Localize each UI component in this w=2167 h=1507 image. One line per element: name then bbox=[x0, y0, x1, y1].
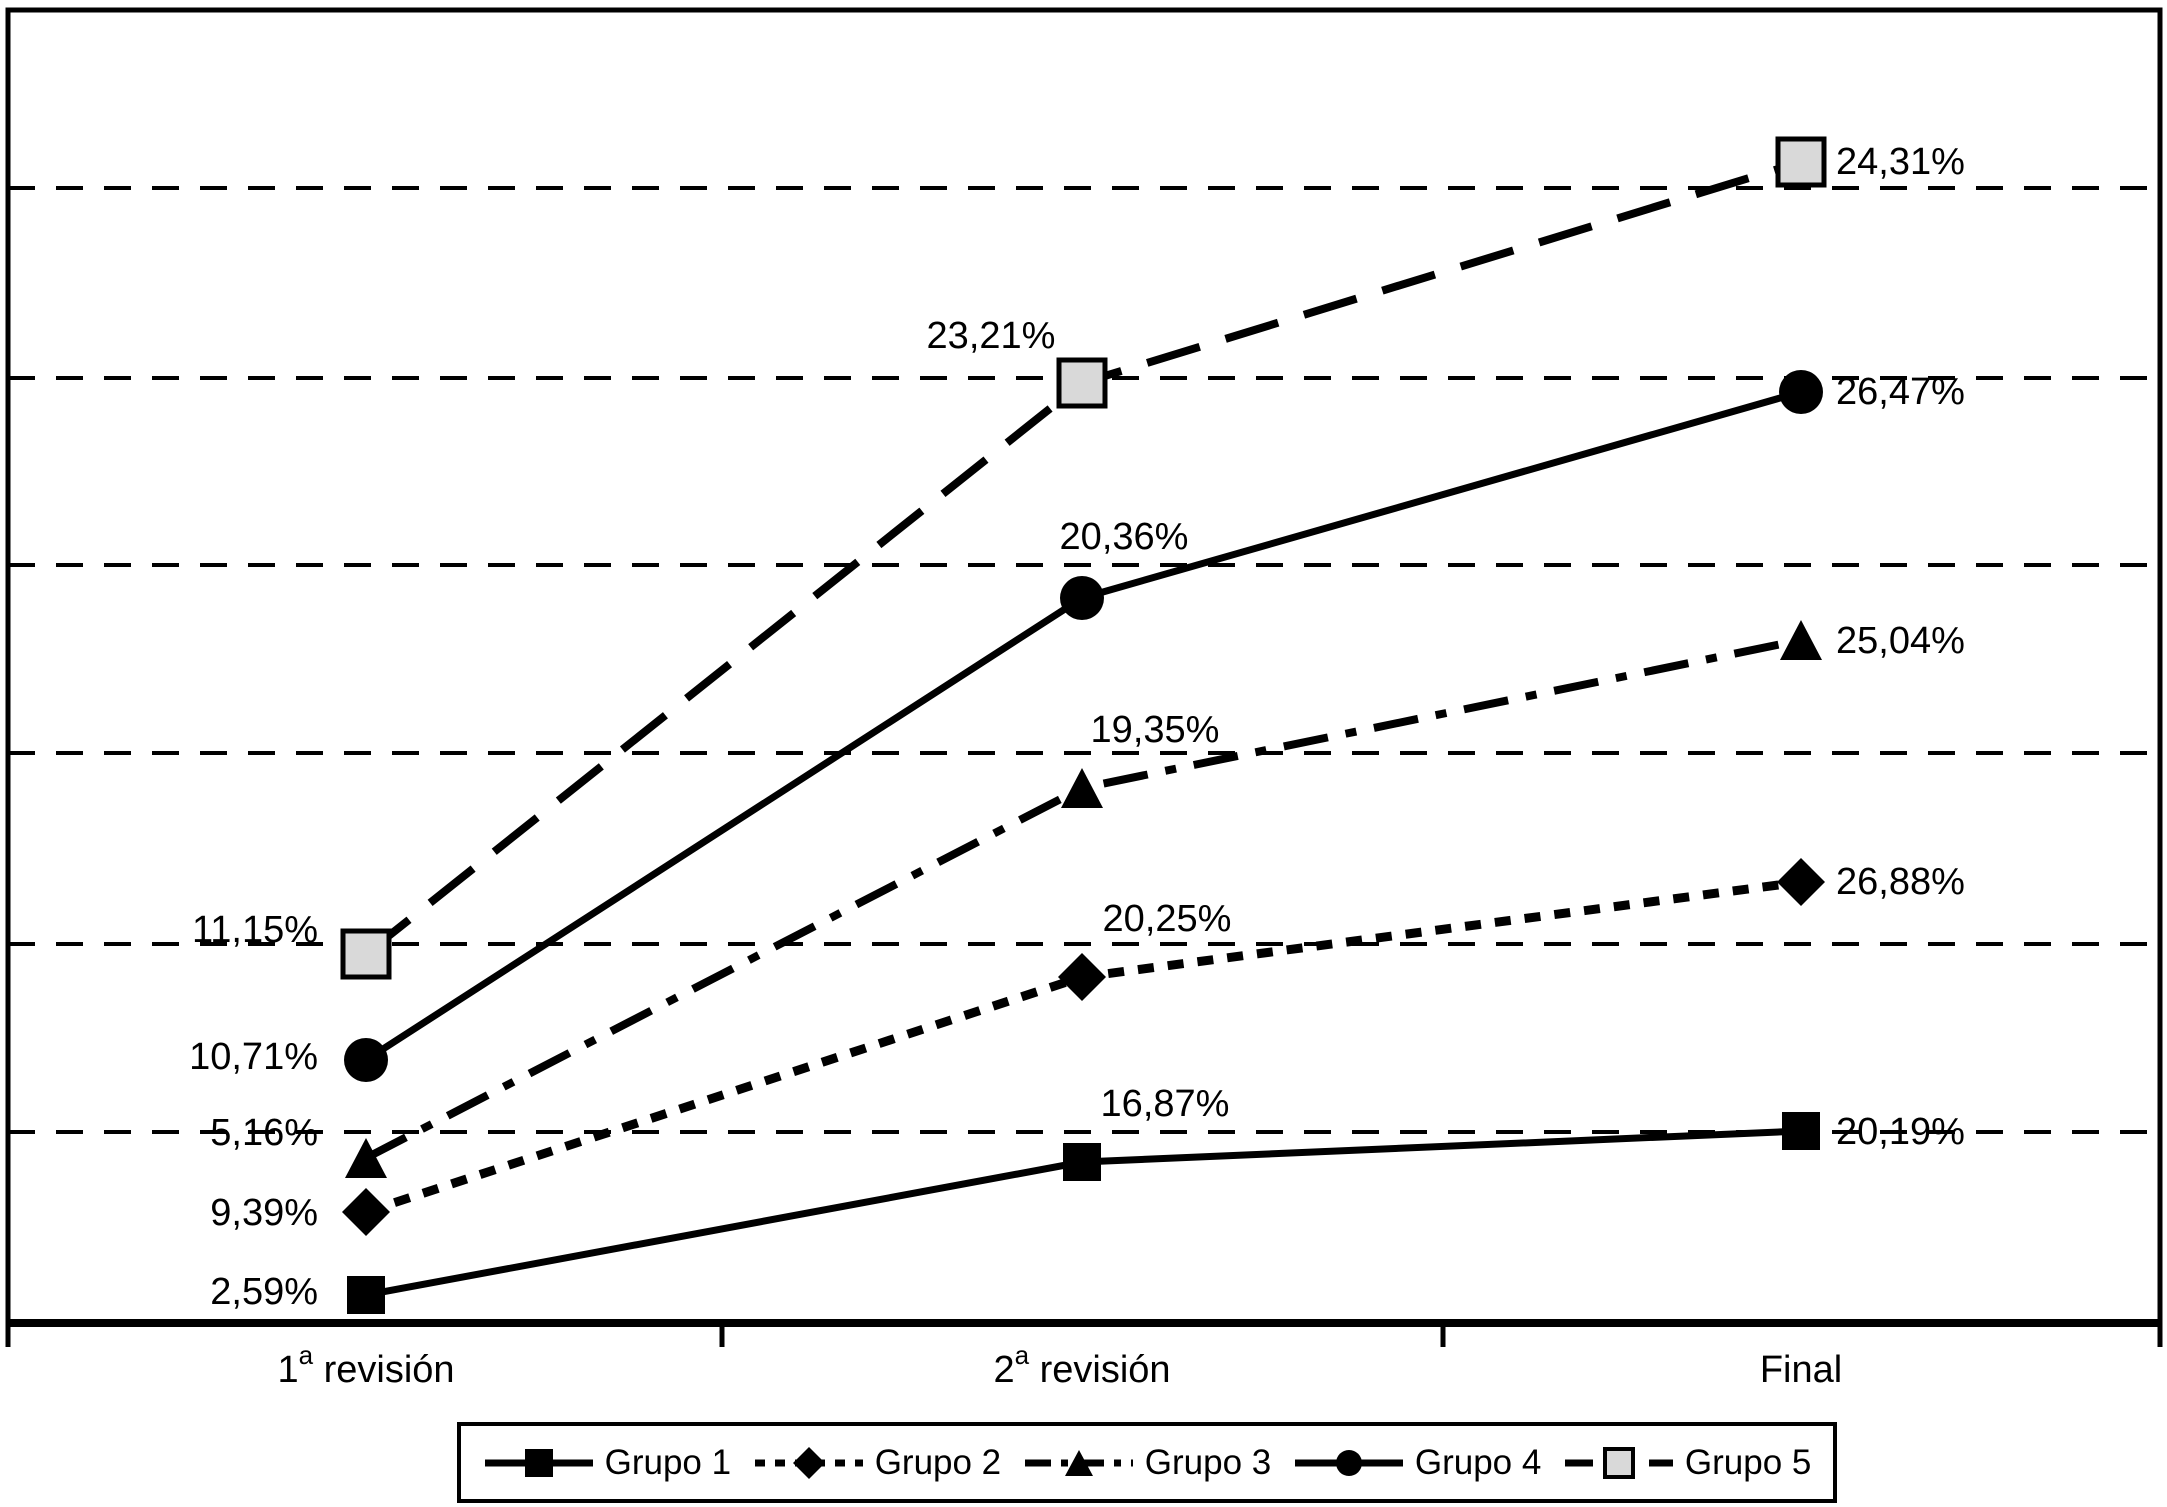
data-label-grupo-5-point-1: 11,15% bbox=[192, 909, 318, 951]
legend: Grupo 1 Grupo 2 Grupo 3 Grupo 4 Grupo 5 bbox=[457, 1422, 1837, 1503]
data-label-grupo-1-point-3: 20,19% bbox=[1836, 1111, 1965, 1153]
data-label-grupo-3-point-3: 25,04% bbox=[1836, 620, 1965, 662]
data-label-grupo-4-point-3: 26,47% bbox=[1836, 371, 1965, 413]
legend-sample-grupo-4 bbox=[1294, 1449, 1403, 1476]
marker-grupo-2-point-2 bbox=[1058, 953, 1106, 1001]
data-label-grupo-2-point-2: 20,25% bbox=[1103, 898, 1232, 940]
marker-grupo-5-point-3 bbox=[1775, 136, 1827, 188]
legend-label-grupo-3: Grupo 3 bbox=[1144, 1442, 1272, 1482]
legend-label-grupo-2: Grupo 2 bbox=[874, 1442, 1002, 1482]
data-label-grupo-1-point-1: 2,59% bbox=[210, 1271, 318, 1313]
marker-grupo-2-point-1 bbox=[342, 1188, 390, 1236]
legend-entry-grupo-1: Grupo 1 bbox=[483, 1441, 731, 1485]
marker-grupo-3-point-1 bbox=[345, 1138, 387, 1178]
legend-entry-grupo-3: Grupo 3 bbox=[1023, 1441, 1271, 1485]
series-line-grupo-5 bbox=[363, 158, 1803, 958]
series-line-grupo-3 bbox=[364, 636, 1802, 1162]
marker-grupo-4-point-3 bbox=[1779, 370, 1823, 414]
legend-sample-grupo-5 bbox=[1564, 1446, 1673, 1479]
marker-grupo-2-point-3 bbox=[1777, 858, 1825, 906]
legend-marker-grupo-5 bbox=[1602, 1446, 1635, 1479]
marker-grupo-4-point-2 bbox=[1060, 576, 1104, 620]
legend-label-grupo-5: Grupo 5 bbox=[1684, 1442, 1812, 1482]
data-label-grupo-3-point-1: 5,16% bbox=[210, 1112, 318, 1154]
marker-grupo-1-point-2 bbox=[1063, 1143, 1101, 1181]
data-label-grupo-4-point-2: 20,36% bbox=[1060, 516, 1189, 558]
marker-grupo-1-point-1 bbox=[347, 1276, 385, 1314]
data-label-grupo-2-point-3: 26,88% bbox=[1836, 861, 1965, 903]
data-label-grupo-3-point-2: 19,35% bbox=[1091, 709, 1220, 751]
legend-marker-grupo-2 bbox=[792, 1446, 825, 1479]
legend-sample-grupo-2 bbox=[754, 1446, 863, 1479]
legend-entry-grupo-5: Grupo 5 bbox=[1563, 1441, 1811, 1485]
marker-grupo-5-point-2 bbox=[1056, 357, 1108, 409]
legend-sample-grupo-3 bbox=[1024, 1449, 1133, 1476]
data-label-grupo-5-point-3: 24,31% bbox=[1836, 141, 1965, 183]
marker-grupo-5-point-1 bbox=[340, 928, 392, 980]
legend-sample-grupo-1 bbox=[484, 1448, 593, 1477]
legend-marker-grupo-3 bbox=[1064, 1449, 1093, 1476]
data-label-grupo-4-point-1: 10,71% bbox=[189, 1036, 318, 1078]
legend-marker-grupo-4 bbox=[1335, 1449, 1362, 1476]
legend-entry-grupo-4: Grupo 4 bbox=[1293, 1441, 1541, 1485]
legend-entry-grupo-2: Grupo 2 bbox=[753, 1441, 1001, 1485]
marker-grupo-1-point-3 bbox=[1782, 1112, 1820, 1150]
data-label-grupo-2-point-1: 9,39% bbox=[210, 1192, 318, 1234]
legend-label-grupo-4: Grupo 4 bbox=[1414, 1442, 1542, 1482]
x-axis-label-1: 1a revisión bbox=[277, 1340, 454, 1391]
marker-grupo-3-point-3 bbox=[1780, 620, 1822, 660]
x-axis-label-2: 2a revisión bbox=[993, 1340, 1170, 1391]
legend-label-grupo-1: Grupo 1 bbox=[604, 1442, 732, 1482]
data-label-grupo-1-point-2: 16,87% bbox=[1101, 1083, 1230, 1125]
legend-marker-grupo-1 bbox=[524, 1448, 553, 1477]
marker-grupo-3-point-2 bbox=[1061, 768, 1103, 808]
marker-grupo-4-point-1 bbox=[344, 1038, 388, 1082]
x-axis-label-3: Final bbox=[1760, 1349, 1842, 1391]
data-label-grupo-5-point-2: 23,21% bbox=[927, 315, 1056, 357]
